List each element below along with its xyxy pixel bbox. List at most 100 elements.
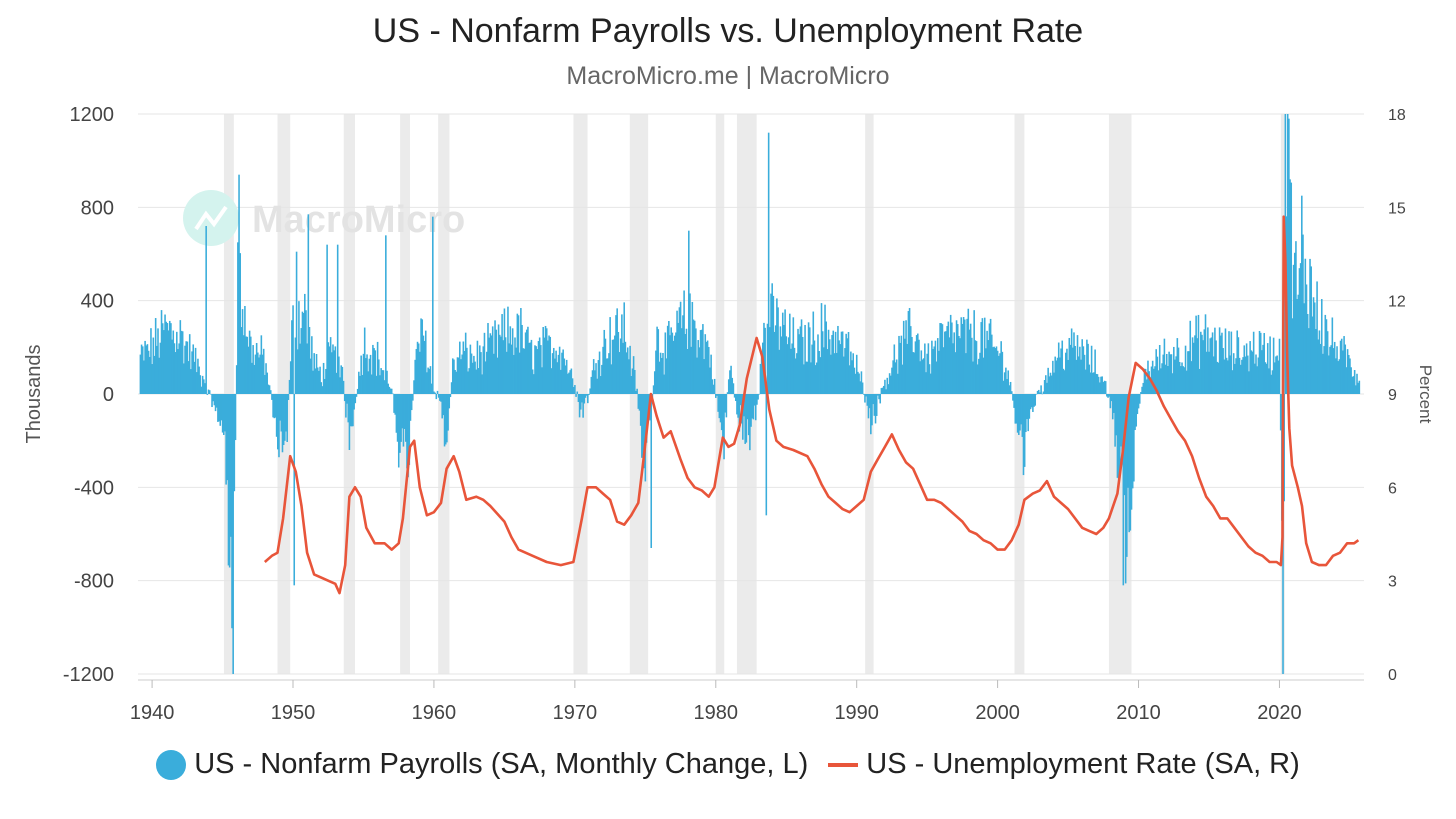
- payroll-bar: [1196, 338, 1199, 394]
- payroll-bar: [746, 394, 749, 420]
- payroll-bar: [1235, 358, 1237, 394]
- payroll-bar: [783, 324, 785, 394]
- payroll-bar: [547, 340, 549, 394]
- payroll-bar: [432, 216, 434, 394]
- payroll-bar: [592, 359, 595, 394]
- payroll-bar: [1141, 386, 1143, 394]
- payroll-bar: [698, 347, 701, 394]
- payroll-bar: [581, 394, 583, 403]
- payroll-bar: [585, 394, 588, 396]
- payroll-bar: [1197, 314, 1200, 394]
- payroll-bar: [511, 328, 514, 394]
- payroll-bar: [1317, 339, 1320, 394]
- payroll-bar: [689, 293, 691, 394]
- payroll-bar: [963, 319, 966, 394]
- payroll-bar: [230, 394, 232, 537]
- payroll-bar: [1331, 317, 1334, 394]
- payroll-bar: [907, 311, 910, 394]
- payroll-bar: [188, 334, 191, 394]
- payroll-bar: [1146, 379, 1148, 394]
- payroll-bar: [719, 394, 722, 423]
- payroll-bar: [480, 352, 482, 394]
- payroll-bar: [1158, 345, 1161, 394]
- payroll-bar: [841, 331, 844, 394]
- payroll-bar: [688, 230, 690, 394]
- payroll-bar: [817, 334, 819, 394]
- left-tick-label: -400: [74, 477, 114, 499]
- payroll-bar: [1070, 328, 1073, 394]
- payroll-bar: [747, 394, 750, 436]
- payroll-bar: [390, 388, 393, 394]
- payroll-bar: [1175, 356, 1177, 394]
- payroll-bar: [579, 394, 582, 410]
- payroll-bar: [239, 253, 242, 394]
- payroll-bar: [1283, 394, 1285, 502]
- legend-item-unemployment[interactable]: US - Unemployment Rate (SA, R): [828, 748, 1300, 781]
- payroll-bar: [1347, 354, 1350, 394]
- payroll-bar: [954, 352, 957, 394]
- payroll-bar: [1002, 380, 1005, 394]
- payroll-bar: [685, 328, 688, 394]
- payroll-bar: [151, 364, 153, 394]
- payroll-bar: [353, 394, 355, 410]
- payroll-bar: [1248, 371, 1250, 394]
- payroll-bar: [1050, 375, 1053, 394]
- payroll-bar: [919, 361, 921, 394]
- payroll-bar: [1239, 364, 1242, 394]
- payroll-bar: [1292, 264, 1295, 394]
- payroll-bar: [870, 394, 872, 435]
- payroll-bar: [734, 394, 737, 401]
- payroll-bar: [996, 350, 999, 394]
- payroll-bar: [208, 390, 211, 394]
- payroll-bar: [898, 335, 900, 394]
- payroll-bar: [240, 327, 243, 394]
- payroll-bar: [1000, 341, 1002, 394]
- payroll-bar: [1117, 394, 1120, 479]
- unemployment-line: [263, 215, 1360, 595]
- payroll-bar: [1162, 354, 1165, 394]
- payroll-bar: [349, 394, 352, 427]
- payroll-bar: [1259, 332, 1262, 394]
- payroll-bar: [800, 319, 803, 394]
- right-tick-label: 3: [1388, 574, 1397, 591]
- payroll-bar: [820, 303, 823, 394]
- payroll-bar: [1149, 378, 1152, 394]
- payroll-bar: [1252, 331, 1255, 394]
- legend-item-payrolls[interactable]: US - Nonfarm Payrolls (SA, Monthly Chang…: [156, 748, 808, 781]
- payroll-bar: [528, 342, 530, 394]
- payroll-bar: [383, 380, 386, 394]
- payroll-bar: [555, 350, 557, 394]
- payroll-bar: [1328, 355, 1330, 394]
- payroll-bar: [980, 322, 983, 394]
- payroll-bar: [938, 350, 940, 394]
- payroll-bar: [1109, 394, 1112, 409]
- payroll-bar: [847, 332, 850, 394]
- payroll-bar: [241, 309, 244, 394]
- payroll-bar: [1127, 394, 1129, 488]
- payroll-bar: [168, 320, 171, 394]
- payroll-bar: [1099, 382, 1101, 394]
- payroll-bar: [1036, 390, 1039, 394]
- payroll-bar: [933, 346, 936, 394]
- payroll-bar: [1234, 363, 1236, 394]
- payroll-bar: [700, 329, 703, 394]
- payroll-bar: [1212, 356, 1215, 394]
- payroll-bar: [254, 354, 257, 394]
- payroll-bar: [799, 326, 802, 394]
- payroll-bar: [1237, 337, 1240, 394]
- payroll-bar: [960, 317, 963, 394]
- payroll-bar: [339, 377, 341, 394]
- payroll-bar: [213, 394, 216, 406]
- payroll-bar: [415, 348, 418, 394]
- payroll-bar: [1041, 393, 1044, 395]
- payroll-bar: [939, 323, 941, 394]
- payroll-bar: [295, 251, 298, 394]
- payroll-bar: [637, 394, 640, 409]
- payroll-bar: [705, 341, 708, 394]
- payroll-bar: [724, 394, 726, 413]
- payroll-bar: [247, 346, 250, 394]
- payroll-bar: [866, 394, 869, 406]
- payroll-bar: [562, 349, 564, 394]
- payroll-bar: [805, 361, 808, 394]
- payroll-bar: [951, 322, 953, 394]
